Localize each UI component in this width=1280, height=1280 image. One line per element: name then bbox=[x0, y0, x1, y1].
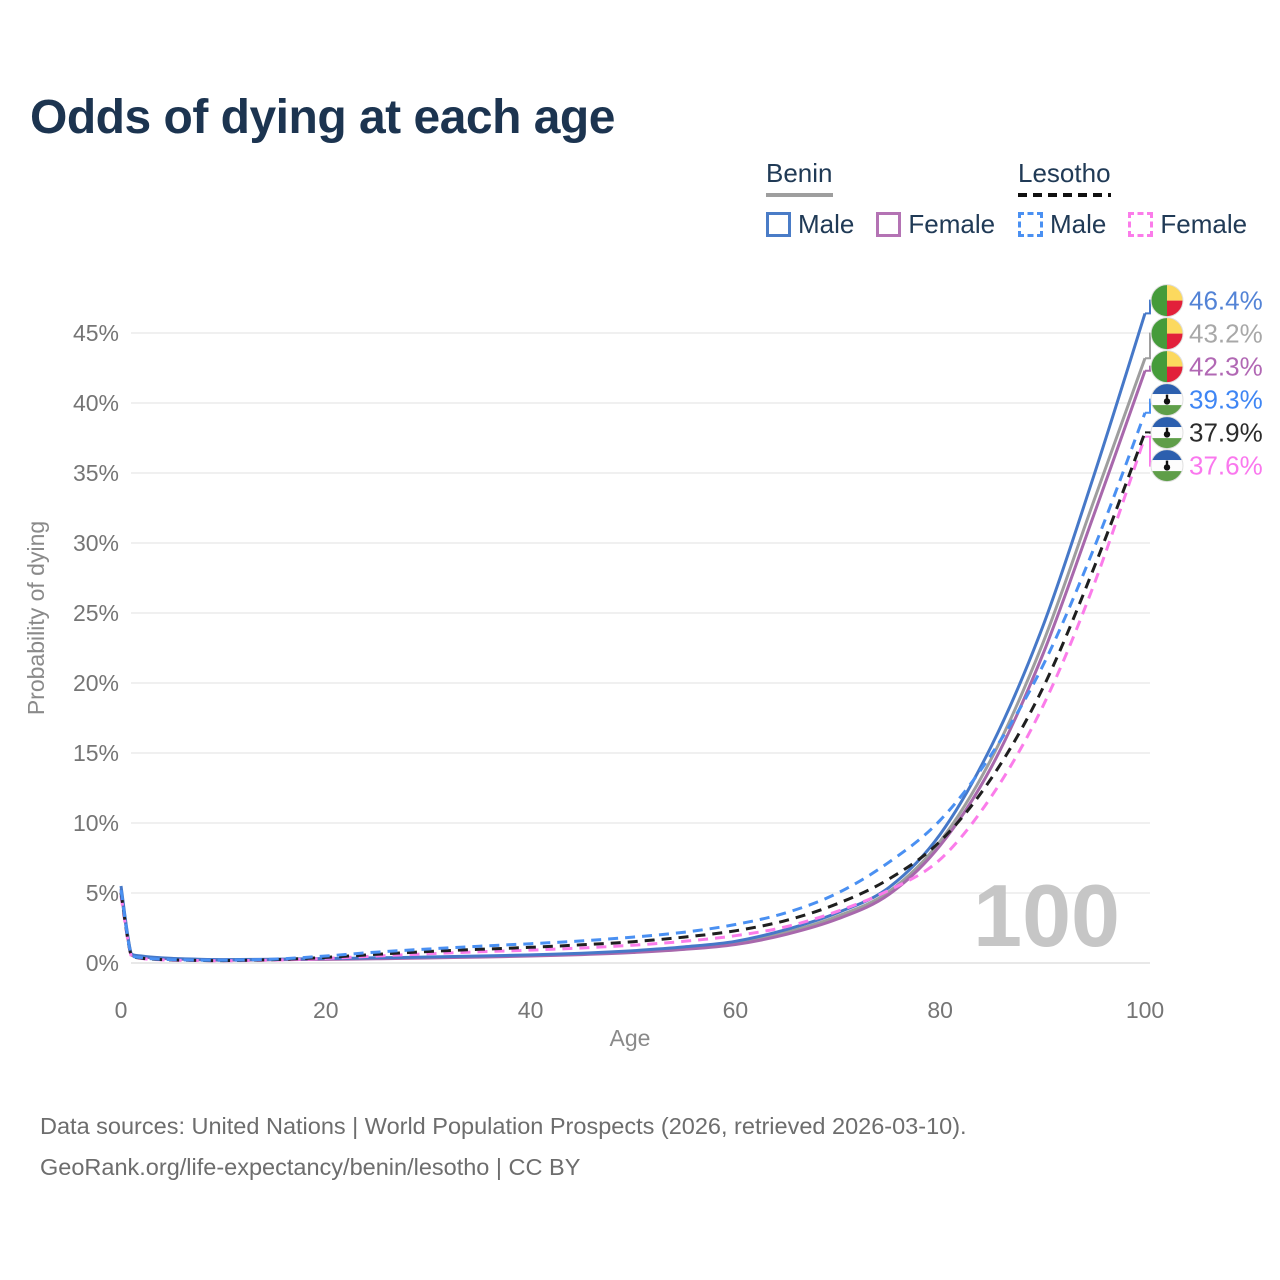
benin-flag-icon bbox=[1150, 317, 1184, 351]
legend-item-label: Male bbox=[1050, 209, 1107, 239]
series-line-lesotho-male[interactable] bbox=[119, 412, 1147, 962]
y-tick-label: 15% bbox=[73, 740, 119, 766]
lesotho-line-style-swatch bbox=[1018, 193, 1111, 197]
series-line-lesotho-both-sexes[interactable] bbox=[119, 431, 1147, 963]
data-source-line: Data sources: United Nations | World Pop… bbox=[40, 1113, 967, 1139]
legend-item-label: Female bbox=[1160, 209, 1248, 239]
benin-flag-icon bbox=[1150, 284, 1184, 318]
legend-items-benin: Male Female bbox=[766, 209, 995, 240]
legend-item-label: Male bbox=[798, 209, 855, 239]
benin-flag-icon bbox=[1150, 350, 1184, 384]
lesotho-male-checkbox-icon[interactable] bbox=[1018, 212, 1043, 237]
end-value-label-lesotho-both-sexes: 37.9% bbox=[1189, 418, 1263, 448]
x-axis-title: Age bbox=[610, 1025, 651, 1051]
y-axis-title: Probability of dying bbox=[23, 521, 49, 715]
page-title: Odds of dying at each age bbox=[30, 91, 615, 144]
legend-group-lesotho: Lesotho Male Female bbox=[1018, 158, 1247, 240]
legend-item-lesotho-female[interactable]: Female bbox=[1128, 209, 1247, 240]
end-value-label-benin-male: 46.4% bbox=[1189, 286, 1263, 316]
x-tick-label: 100 bbox=[1126, 997, 1164, 1023]
series-lines bbox=[119, 312, 1147, 963]
benin-line-style-swatch bbox=[766, 193, 833, 197]
series-line-benin-male[interactable] bbox=[119, 312, 1147, 962]
y-axis-tick-labels: 0% 5% 10% 15% 20% 25% 30% 35% 40% 45% bbox=[73, 320, 119, 976]
x-tick-label: 0 bbox=[115, 997, 128, 1023]
gridlines bbox=[131, 332, 1150, 964]
hovered-age-watermark: 100 bbox=[973, 866, 1120, 965]
y-tick-label: 25% bbox=[73, 600, 119, 626]
legend-country-lesotho[interactable]: Lesotho bbox=[1018, 158, 1111, 197]
x-tick-label: 80 bbox=[927, 997, 953, 1023]
legend-country-lesotho-label: Lesotho bbox=[1018, 158, 1111, 188]
y-tick-label: 35% bbox=[73, 460, 119, 486]
y-tick-label: 10% bbox=[73, 810, 119, 836]
x-tick-label: 20 bbox=[313, 997, 339, 1023]
y-tick-label: 40% bbox=[73, 390, 119, 416]
legend-country-benin[interactable]: Benin bbox=[766, 158, 833, 197]
benin-female-checkbox-icon[interactable] bbox=[876, 212, 902, 237]
end-value-label-benin-female: 42.3% bbox=[1189, 352, 1263, 382]
x-axis-tick-labels: 0 20 40 60 80 100 bbox=[115, 997, 1165, 1023]
y-tick-label: 5% bbox=[86, 880, 119, 906]
legend-item-benin-female[interactable]: Female bbox=[876, 209, 995, 240]
x-tick-label: 60 bbox=[723, 997, 749, 1023]
legend-items-lesotho: Male Female bbox=[1018, 209, 1247, 240]
legend-country-benin-label: Benin bbox=[766, 158, 833, 188]
x-tick-label: 40 bbox=[518, 997, 544, 1023]
attribution-url-line: GeoRank.org/life-expectancy/benin/lesoth… bbox=[40, 1154, 581, 1180]
legend-group-benin: Benin Male Female bbox=[766, 158, 995, 240]
end-value-label-lesotho-female: 37.6% bbox=[1189, 451, 1263, 481]
y-tick-label: 45% bbox=[73, 320, 119, 346]
end-value-label-lesotho-male: 39.3% bbox=[1189, 385, 1263, 415]
benin-male-checkbox-icon[interactable] bbox=[766, 212, 791, 237]
lesotho-flag-icon bbox=[1150, 449, 1184, 483]
legend-item-lesotho-male[interactable]: Male bbox=[1018, 209, 1106, 240]
lesotho-flag-icon bbox=[1150, 416, 1184, 450]
series-end-labels: 46.4%43.2%42.3%39.3%37.9%37.6% bbox=[1145, 284, 1263, 483]
end-value-label-benin-both-sexes: 43.2% bbox=[1189, 319, 1263, 349]
lesotho-female-checkbox-icon[interactable] bbox=[1128, 212, 1154, 237]
data-source-attribution: Data sources: United Nations | World Pop… bbox=[40, 1106, 967, 1188]
lesotho-flag-icon bbox=[1150, 383, 1184, 417]
legend-item-label: Female bbox=[908, 209, 996, 239]
y-tick-label: 20% bbox=[73, 670, 119, 696]
legend-item-benin-male[interactable]: Male bbox=[766, 209, 854, 240]
y-tick-label: 30% bbox=[73, 530, 119, 556]
y-tick-label: 0% bbox=[86, 950, 119, 976]
